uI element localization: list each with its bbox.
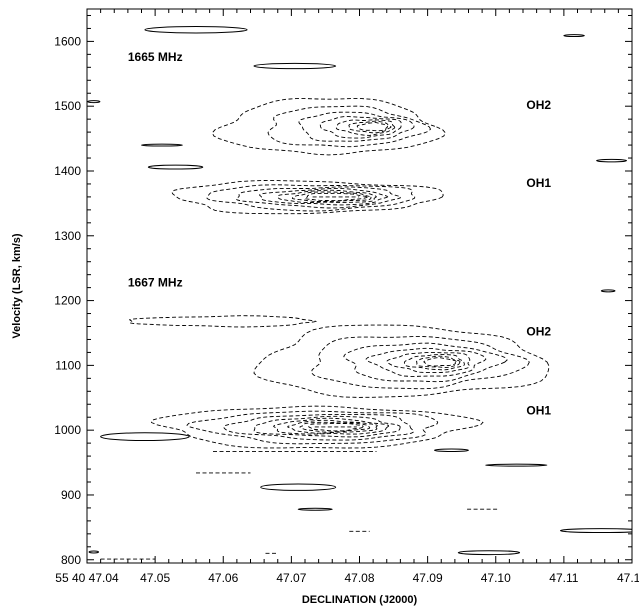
y-tick-label: 1300 — [54, 229, 81, 243]
tick-label-layer: 55 40 47.04 47.05 47.06 47.07 47.08 47.09 47.1… — [54, 34, 639, 585]
negative-contour — [235, 186, 401, 209]
positive-contour — [457, 550, 521, 556]
x-tick-label: 47.05 — [140, 571, 170, 585]
annotation-label: OH2 — [526, 98, 551, 112]
positive-contour — [297, 507, 333, 511]
negative-contour — [206, 184, 416, 212]
negative-contour — [319, 116, 402, 139]
negative-contour — [287, 419, 378, 434]
positive-contour — [563, 34, 585, 38]
contour-layer — [87, 25, 632, 560]
y-tick-label: 1400 — [54, 164, 81, 178]
y-tick-label: 1500 — [54, 99, 81, 113]
positive-contour — [147, 164, 204, 170]
annotation-label: OH2 — [526, 325, 551, 339]
negative-contour — [416, 355, 461, 368]
positive-contour — [596, 158, 628, 163]
negative-contour — [343, 342, 508, 383]
annotation-label: 1667 MHz — [128, 275, 183, 289]
negative-contour — [403, 354, 465, 371]
negative-contour — [267, 105, 432, 148]
negative-contour — [348, 120, 392, 134]
tick-layer — [86, 9, 633, 563]
negative-contour — [335, 119, 396, 136]
positive-contour — [600, 289, 616, 293]
negative-contour — [277, 189, 377, 203]
positive-contour — [87, 100, 101, 104]
negative-contour — [253, 324, 550, 398]
negative-contour — [259, 187, 389, 206]
x-axis-title: DECLINATION (J2000) — [302, 594, 418, 606]
positive-contour — [88, 550, 100, 554]
x-tick-label: 47.08 — [344, 571, 374, 585]
x-tick-label: 47.06 — [208, 571, 238, 585]
negative-contour — [386, 351, 471, 374]
positive-contour — [485, 463, 548, 467]
x-tick-label: 47.10 — [481, 571, 511, 585]
negative-contour — [171, 180, 444, 215]
negative-contour — [291, 191, 372, 202]
y-tick-label: 900 — [61, 488, 81, 502]
positive-contour — [100, 432, 190, 442]
negative-contour — [310, 336, 530, 390]
annotation-label: OH1 — [526, 404, 551, 418]
positive-contour — [253, 62, 337, 70]
positive-contour — [559, 528, 632, 534]
y-tick-label: 1600 — [54, 34, 81, 48]
x-tick-label: 47.09 — [413, 571, 443, 585]
annotation-layer: 1665 MHz OH2 OH1 1667 MHz OH2 OH1 — [128, 50, 552, 418]
positive-contour — [141, 143, 183, 147]
negative-contour — [150, 405, 484, 449]
positive-contour — [260, 483, 337, 491]
y-tick-label: 1200 — [54, 294, 81, 308]
y-tick-label: 1100 — [55, 358, 81, 372]
negative-contour — [365, 347, 487, 377]
negative-contour — [128, 315, 318, 328]
negative-contour — [356, 122, 389, 132]
y-tick-label: 1000 — [54, 423, 81, 437]
negative-contour — [272, 417, 390, 435]
negative-contour — [211, 98, 447, 156]
positive-contour — [144, 25, 248, 34]
negative-contour — [186, 410, 439, 445]
negative-contour — [304, 192, 368, 202]
negative-contour — [299, 421, 371, 433]
annotation-label: OH1 — [526, 176, 551, 190]
annotation-label: 1665 MHz — [128, 50, 183, 64]
positive-contour — [433, 448, 469, 453]
x-tick-label: 47.07 — [276, 571, 306, 585]
x-tick-label: 55 40 47.04 — [55, 571, 119, 585]
negative-contour — [423, 357, 457, 367]
negative-contour — [223, 414, 415, 441]
negative-contour — [308, 423, 364, 432]
y-tick-label: 800 — [61, 553, 81, 567]
y-axis-title: Velocity (LSR, km/s) — [11, 233, 23, 338]
x-tick-label: 47.11 — [549, 571, 578, 585]
negative-contour — [253, 415, 401, 438]
x-tick-label: 47.12 — [617, 571, 639, 585]
negative-contour — [298, 111, 415, 142]
